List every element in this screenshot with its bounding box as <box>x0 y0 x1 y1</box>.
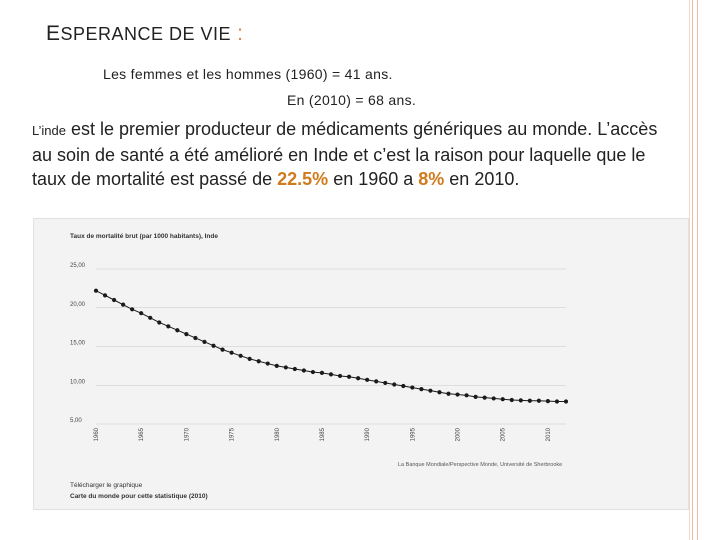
data-point <box>247 356 252 361</box>
data-point <box>184 332 189 337</box>
data-point <box>464 393 469 398</box>
x-tick-label: 1995 <box>410 427 416 441</box>
data-point <box>157 320 162 325</box>
mortality-chart: Taux de mortalité brut (par 1000 habitan… <box>70 233 569 500</box>
data-point <box>292 366 297 372</box>
chart-frame: Taux de mortalité brut (par 1000 habitan… <box>33 218 689 510</box>
x-tick-label: 1965 <box>139 427 145 441</box>
data-point <box>419 387 424 392</box>
data-point <box>328 372 334 377</box>
data-point <box>256 359 261 364</box>
x-axis-ticks: 1960 1965 1970 1975 1980 1985 1990 1995 2000 2005… <box>94 427 552 441</box>
data-point <box>346 374 352 379</box>
y-tick-label: 5,00 <box>70 418 82 424</box>
data-point <box>482 395 487 400</box>
para-value-1960: 22.5% <box>277 169 329 189</box>
data-point <box>545 399 551 404</box>
data-point <box>211 343 216 348</box>
data-point <box>455 392 460 397</box>
data-point <box>111 297 117 303</box>
data-point <box>473 394 478 399</box>
data-point <box>374 379 379 384</box>
slide-title: ESPERANCE DE VIE: <box>46 22 243 46</box>
data-point <box>437 390 442 395</box>
x-tick-label: 1990 <box>365 427 371 441</box>
decorative-border <box>692 0 698 540</box>
y-tick-label: 10,00 <box>70 379 86 385</box>
data-point <box>102 293 108 298</box>
x-tick-label: 2005 <box>501 427 507 441</box>
data-point <box>121 302 126 307</box>
data-point <box>310 369 316 375</box>
data-point <box>193 335 198 341</box>
data-point <box>428 388 433 393</box>
data-point <box>93 288 99 293</box>
x-tick-label: 1975 <box>230 427 236 441</box>
chart-grid <box>96 268 566 425</box>
world-map-link[interactable]: Carte du monde pour cette statistique (2… <box>70 493 208 500</box>
x-tick-label: 1980 <box>275 427 281 441</box>
para-text-3: en 2010. <box>444 169 520 189</box>
data-point <box>283 365 288 370</box>
data-point <box>274 363 279 368</box>
data-point <box>220 347 225 352</box>
x-tick-label: 1970 <box>184 427 190 441</box>
data-point <box>401 383 406 389</box>
data-point <box>166 324 171 329</box>
data-point <box>130 307 135 312</box>
slide-title-colon: : <box>237 22 244 45</box>
data-point <box>139 311 144 316</box>
mortality-series <box>93 288 569 404</box>
data-point <box>383 380 388 386</box>
x-tick-label: 1960 <box>94 427 100 441</box>
series-line <box>95 290 566 403</box>
data-point <box>554 399 560 404</box>
data-point <box>356 376 361 381</box>
data-point <box>536 398 541 403</box>
data-point <box>563 399 569 404</box>
data-point <box>446 391 451 396</box>
data-point <box>148 315 153 320</box>
data-point <box>365 377 370 382</box>
para-text-1: est le premier producteur de médicaments… <box>32 119 658 189</box>
data-point <box>500 397 505 402</box>
data-point <box>229 350 234 355</box>
data-point <box>509 397 514 403</box>
download-chart-link[interactable]: Télécharger le graphique <box>70 482 143 489</box>
data-point <box>301 368 306 373</box>
para-value-2010: 8% <box>418 169 445 189</box>
data-point <box>265 361 270 366</box>
slide-title-initial: E <box>46 22 61 45</box>
x-tick-label: 1985 <box>320 427 326 441</box>
para-lead: L’inde <box>32 123 66 138</box>
data-point <box>392 382 397 387</box>
decorative-border-inner <box>689 0 690 540</box>
x-tick-label: 2000 <box>456 427 462 441</box>
x-tick-label: 2010 <box>546 427 552 441</box>
para-text-2: en 1960 a <box>328 169 419 189</box>
data-point <box>491 396 496 401</box>
data-point <box>175 328 180 333</box>
body-paragraph: L’inde est le premier producteur de médi… <box>32 117 682 191</box>
data-point <box>319 370 325 375</box>
data-point <box>238 353 243 358</box>
data-point <box>527 398 532 403</box>
life-expectancy-1960: Les femmes et les hommes (1960) = 41 ans… <box>103 66 393 82</box>
chart-source: La Banque Mondiale/Perspective Monde, Un… <box>398 462 562 468</box>
y-tick-label: 15,00 <box>70 341 86 347</box>
data-point <box>337 373 343 379</box>
y-tick-label: 20,00 <box>70 302 86 308</box>
data-point <box>410 385 415 390</box>
y-tick-label: 25,00 <box>70 263 86 269</box>
chart-title: Taux de mortalité brut (par 1000 habitan… <box>70 233 218 240</box>
slide-title-rest: SPERANCE DE VIE <box>60 24 232 44</box>
y-axis-ticks: 25,00 20,00 15,00 10,00 5,00 <box>70 263 86 424</box>
data-point <box>518 398 523 403</box>
data-point <box>202 339 207 344</box>
life-expectancy-2010: En (2010) = 68 ans. <box>287 92 417 108</box>
